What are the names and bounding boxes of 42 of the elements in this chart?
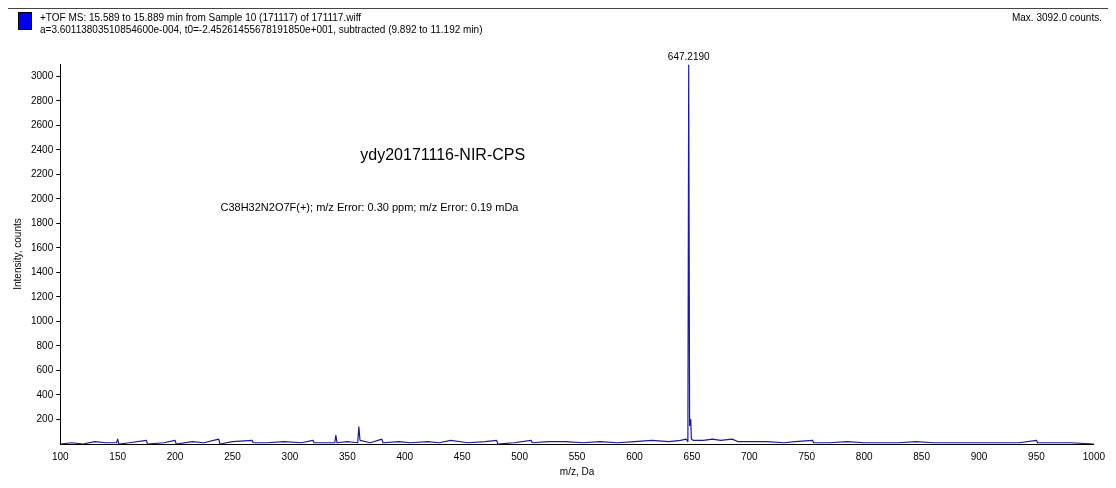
y-tick-label: 2800 <box>31 94 54 106</box>
y-tick-label: 800 <box>36 339 54 351</box>
x-tick-label: 700 <box>740 450 759 462</box>
x-tick-label: 550 <box>568 450 586 462</box>
y-tick-label: 1000 <box>31 315 54 327</box>
y-tick-label: 600 <box>36 364 54 376</box>
y-tick-label: 1600 <box>31 241 54 253</box>
y-tick-label: 2400 <box>31 143 54 155</box>
y-tick-label: 2600 <box>31 119 54 131</box>
x-tick-label: 250 <box>224 450 242 462</box>
x-tick-label: 850 <box>913 450 931 462</box>
y-tick-label: 1200 <box>31 290 54 302</box>
x-tick-label: 750 <box>798 450 816 462</box>
x-tick-label: 200 <box>166 450 184 462</box>
chart-subtitle: a=3.60113803510854600e-004, t0=-2.45261455678191850e+001, subtracted (9.892 to 11.192 min) <box>40 24 484 36</box>
x-tick-label: 300 <box>281 450 299 462</box>
annotation: ydy20171116-NIR-CPS <box>360 145 526 163</box>
x-tick-label: 950 <box>1028 450 1046 462</box>
y-tick-label: 2000 <box>31 192 54 204</box>
x-tick-label: 900 <box>970 450 988 462</box>
x-tick-label: 1000 <box>1082 450 1106 462</box>
x-tick-label: 400 <box>396 450 414 462</box>
x-axis-title: m/z, Da <box>559 465 595 477</box>
x-tick-label: 100 <box>51 450 70 462</box>
y-tick-label: 2200 <box>31 168 54 180</box>
y-tick-label: 400 <box>36 388 54 400</box>
y-tick-label: 3000 <box>31 70 54 82</box>
x-tick-label: 350 <box>339 450 357 462</box>
y-axis-title: Intensity, counts <box>11 218 23 290</box>
annotation: C38H32N2O7F(+); m/z Error: 0.30 ppm; m/z Error: 0.19 mDa <box>220 201 520 214</box>
annotation: 647.2190 <box>667 50 710 62</box>
x-tick-label: 650 <box>683 450 701 462</box>
text: Max. 3092.0 counts. <box>1011 12 1102 23</box>
x-tick-label: 800 <box>855 450 873 462</box>
y-tick-label: 1800 <box>31 217 54 229</box>
x-tick-label: 150 <box>109 450 127 462</box>
chart-title: +TOF MS: 15.589 to 15.889 min from Sample 10 (171117) of 171117.wiff <box>40 12 362 24</box>
y-tick-label: 1400 <box>31 266 54 278</box>
x-tick-label: 600 <box>626 450 644 462</box>
y-tick-label: 200 <box>36 413 54 425</box>
x-tick-label: 500 <box>511 450 529 462</box>
x-tick-label: 450 <box>453 450 471 462</box>
